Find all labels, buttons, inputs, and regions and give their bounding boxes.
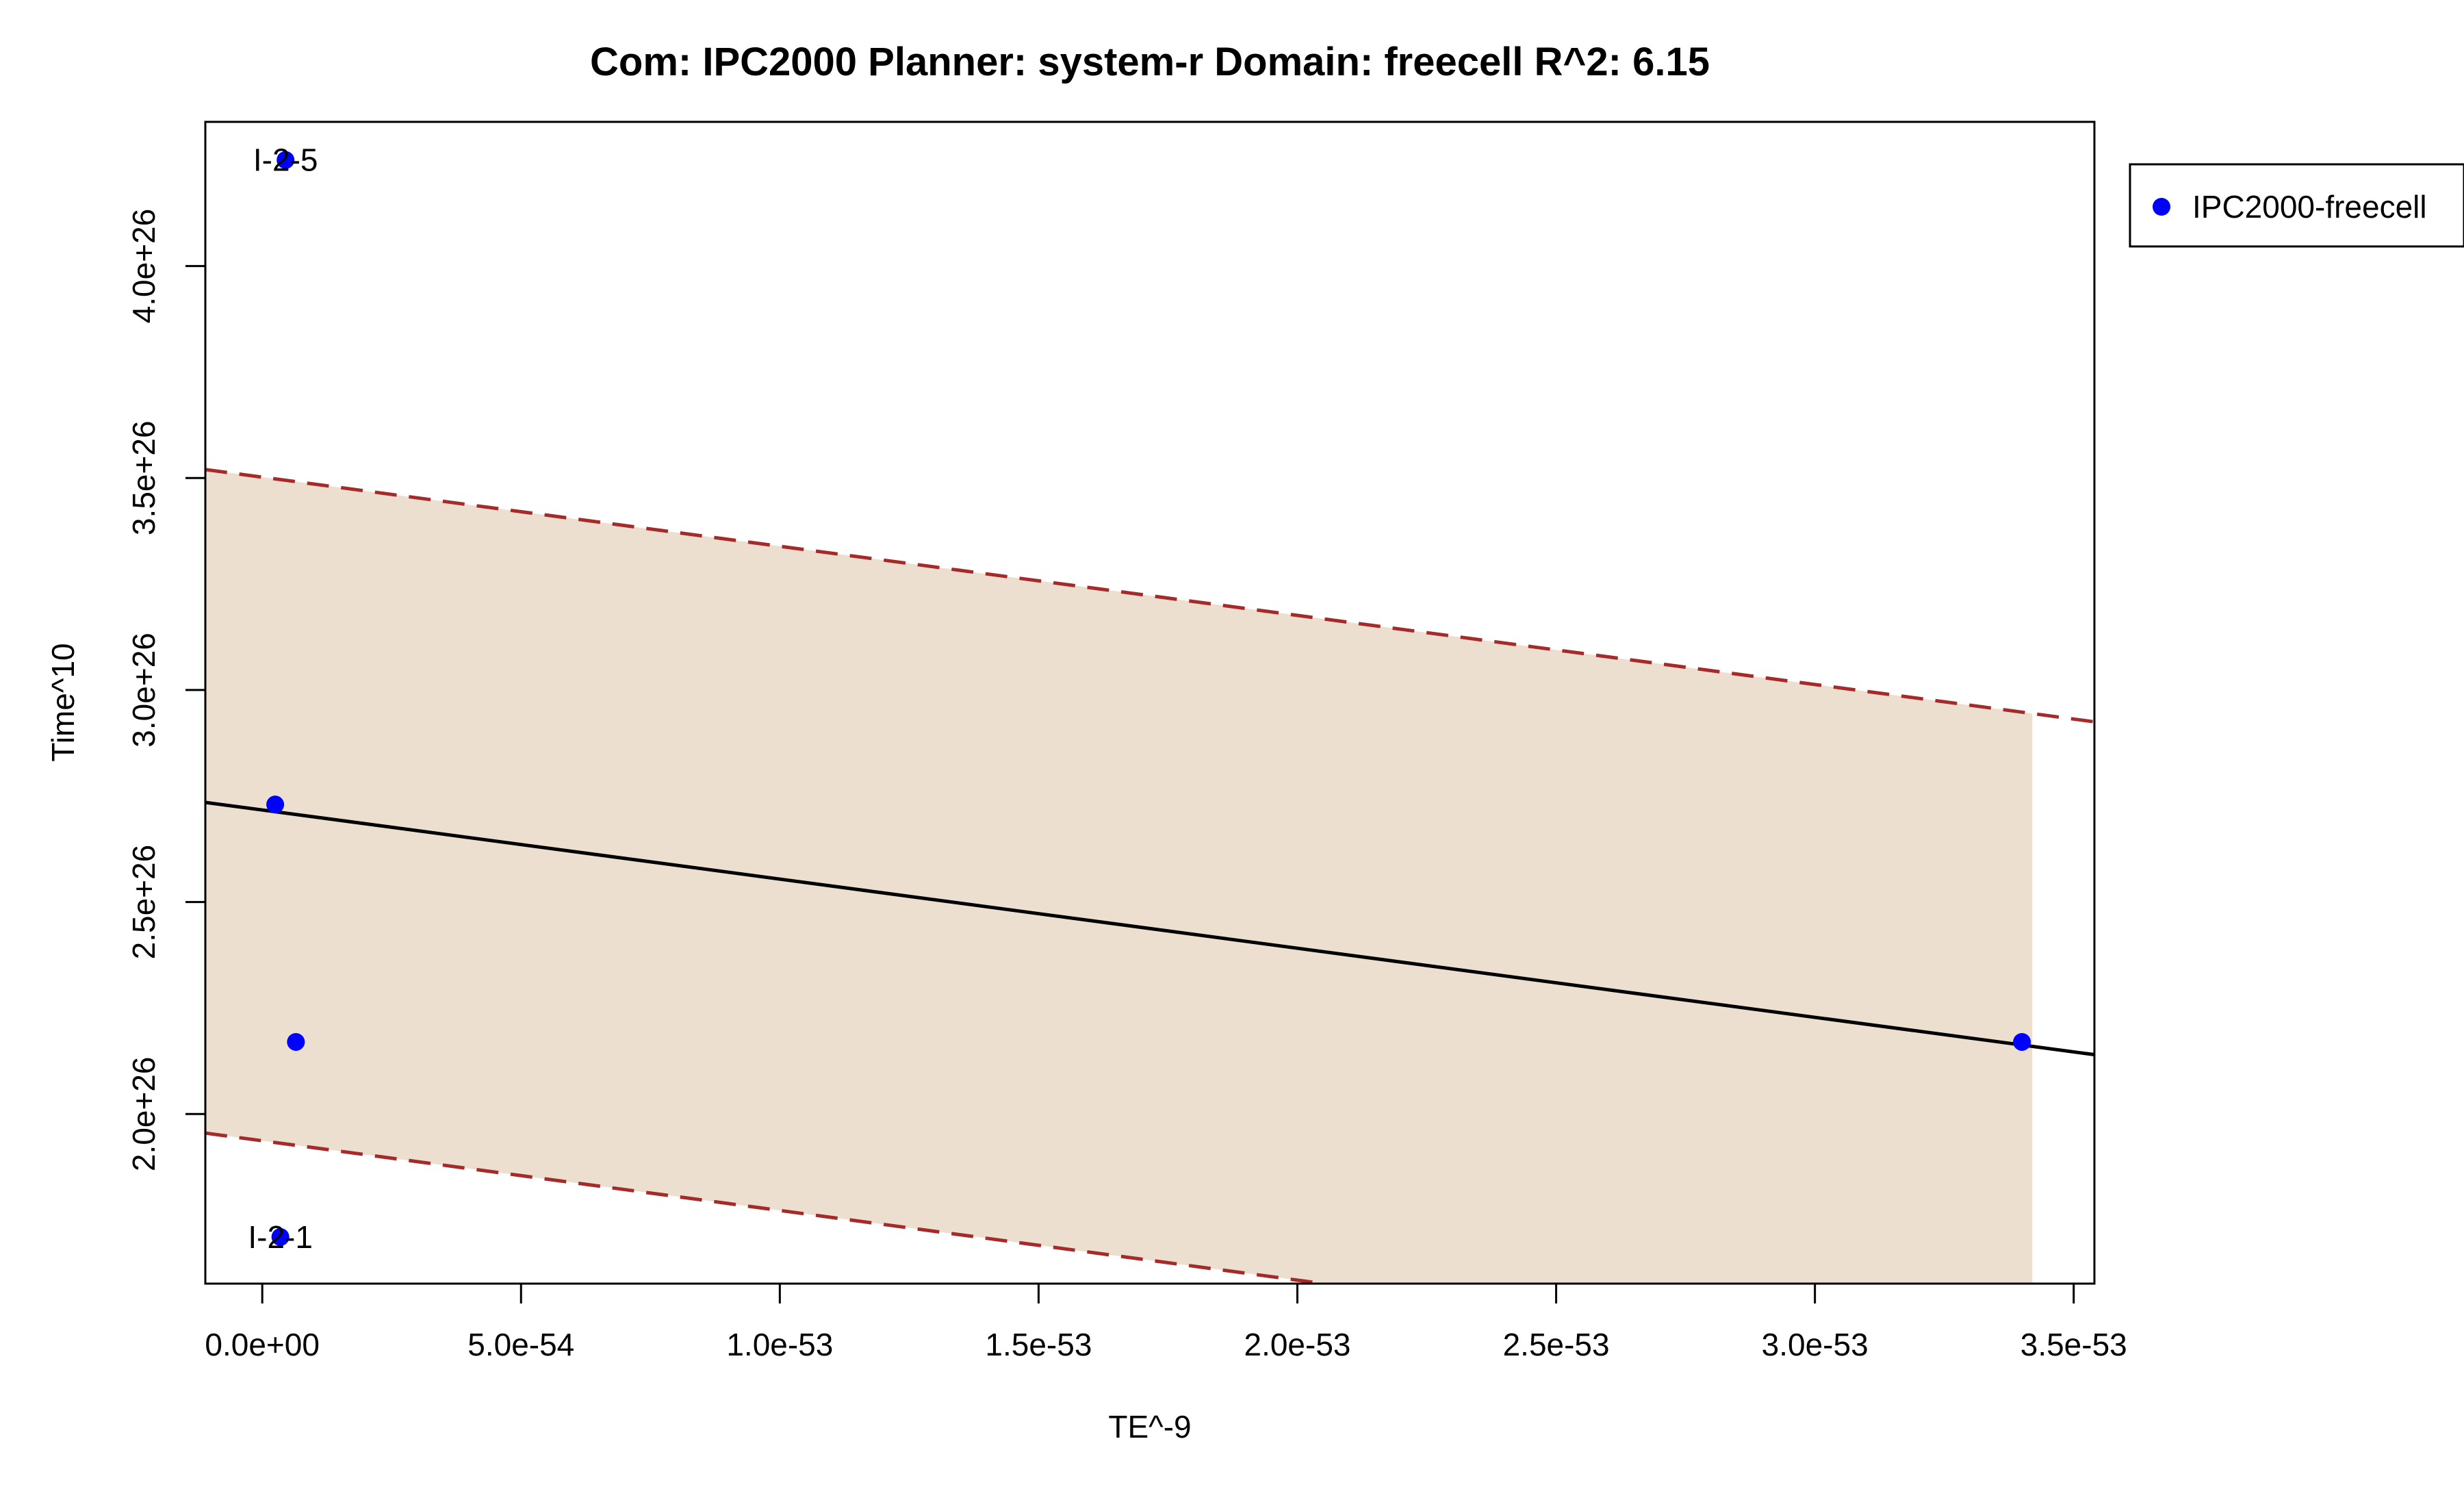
y-tick-label: 3.5e+26 [126, 420, 162, 535]
point-label: I-2-1 [248, 1219, 313, 1255]
legend: IPC2000-freecell [2129, 163, 2464, 248]
point-label: I-2-5 [253, 142, 318, 178]
x-tick-label: 1.5e-53 [985, 1327, 1092, 1362]
y-axis: 2.0e+26 2.5e+26 3.0e+26 3.5e+26 4.0e+26 [126, 209, 207, 1171]
x-tick-label: 3.5e-53 [2020, 1327, 2127, 1362]
legend-marker [2153, 198, 2170, 216]
x-tick-label: 0.0e+00 [205, 1327, 320, 1362]
legend-entry-ipc2000-freecell: IPC2000-freecell [2192, 189, 2427, 225]
y-tick-label: 2.0e+26 [126, 1056, 162, 1171]
y-tick-label: 3.0e+26 [126, 633, 162, 748]
data-point [266, 796, 285, 814]
data-point [287, 1032, 305, 1051]
x-tick-label: 1.0e-53 [726, 1327, 833, 1362]
x-tick-label: 3.0e-53 [1762, 1327, 1869, 1362]
x-tick-label: 5.0e-54 [467, 1327, 574, 1362]
data-point [277, 151, 295, 169]
plot-content [205, 468, 2094, 1284]
x-axis-label: TE^-9 [1108, 1409, 1191, 1445]
data-point [2013, 1032, 2031, 1051]
y-tick-label: 2.5e+26 [126, 845, 162, 960]
lower-band-line [205, 1131, 1324, 1284]
upper-band-line [205, 468, 2094, 724]
x-tick-label: 2.0e-53 [1244, 1327, 1350, 1362]
data-point [271, 1227, 290, 1246]
chart-title: Com: IPC2000 Planner: system-r Domain: f… [590, 40, 1710, 84]
x-tick-label: 2.5e-53 [1503, 1327, 1610, 1362]
plot-area: I-2-5 I-2-1 [205, 142, 2094, 1284]
legend-box [2129, 163, 2464, 248]
confidence-band [205, 469, 2033, 1284]
y-tick-label: 4.0e+26 [126, 209, 162, 324]
x-axis: 0.0e+00 5.0e-54 1.0e-53 1.5e-53 2.0e-53 2.5e-… [205, 1282, 2127, 1362]
fit-line [205, 800, 2094, 1057]
y-axis-label: Time^10 [45, 643, 81, 761]
